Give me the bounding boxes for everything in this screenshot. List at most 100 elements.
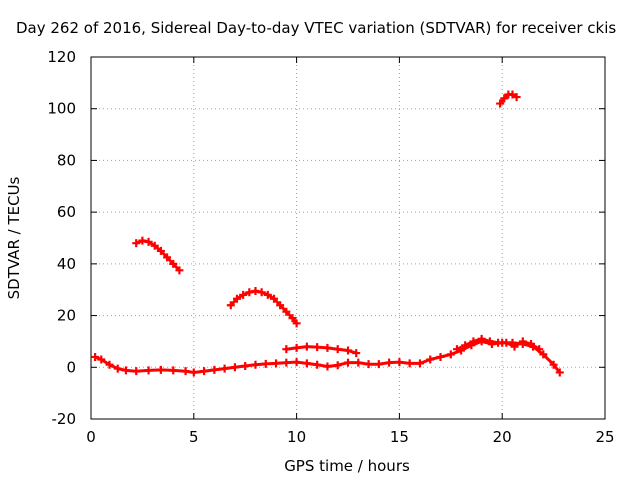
data-point bbox=[426, 355, 435, 364]
data-point bbox=[200, 367, 209, 376]
data-point bbox=[144, 237, 153, 246]
data-point bbox=[555, 368, 564, 377]
data-point bbox=[344, 358, 352, 367]
y-tick-label: -20 bbox=[52, 410, 77, 428]
data-point bbox=[251, 360, 260, 369]
data-point bbox=[232, 294, 241, 303]
data-point bbox=[415, 359, 424, 368]
x-axis-label: GPS time / hours bbox=[284, 457, 410, 475]
data-point bbox=[292, 319, 301, 328]
data-point bbox=[323, 343, 332, 352]
data-point bbox=[220, 364, 229, 373]
plot-frame bbox=[90, 56, 606, 420]
data-point bbox=[385, 358, 394, 367]
y-tick-label: 0 bbox=[66, 358, 76, 376]
data-point bbox=[132, 239, 141, 248]
data-point bbox=[510, 342, 519, 351]
data-point bbox=[261, 359, 270, 368]
series-arc-20-21h bbox=[496, 90, 521, 108]
data-point bbox=[352, 349, 361, 358]
data-point bbox=[113, 364, 122, 373]
data-point bbox=[163, 253, 172, 262]
data-point bbox=[230, 363, 239, 372]
data-point bbox=[508, 90, 517, 99]
data-point bbox=[452, 345, 461, 354]
data-point bbox=[263, 290, 272, 299]
data-point bbox=[245, 288, 254, 297]
data-point bbox=[333, 345, 342, 354]
y-tick-label: 120 bbox=[47, 48, 76, 66]
data-point bbox=[169, 366, 178, 375]
data-point bbox=[210, 365, 219, 374]
data-point bbox=[156, 365, 165, 374]
series-arc-7-10h bbox=[226, 287, 301, 328]
data-point bbox=[282, 358, 291, 367]
grid-layer bbox=[91, 57, 605, 419]
data-point bbox=[257, 288, 266, 297]
data-point bbox=[226, 301, 235, 310]
y-axis-label: SDTVAR / TECUs bbox=[5, 176, 23, 299]
x-tick-label: 25 bbox=[595, 428, 614, 446]
data-point bbox=[494, 338, 503, 347]
data-point bbox=[150, 241, 159, 250]
data-point bbox=[144, 366, 153, 375]
data-point bbox=[241, 361, 250, 370]
data-point bbox=[302, 359, 311, 368]
data-point bbox=[446, 350, 455, 359]
data-point bbox=[282, 307, 291, 316]
data-point bbox=[502, 338, 511, 347]
data-point bbox=[282, 345, 291, 354]
x-tick-label: 10 bbox=[287, 428, 306, 446]
data-point bbox=[138, 236, 147, 245]
data-point bbox=[105, 360, 114, 369]
data-point bbox=[91, 352, 100, 361]
data-point bbox=[374, 360, 383, 369]
data-point bbox=[405, 359, 414, 368]
data-point bbox=[333, 361, 342, 370]
data-point bbox=[189, 368, 198, 377]
y-tick-labels: -20 0 20 40 60 80 100 120 bbox=[47, 48, 76, 428]
data-point bbox=[477, 334, 486, 343]
data-point bbox=[288, 314, 297, 323]
data-point bbox=[539, 350, 548, 359]
data-point bbox=[97, 355, 106, 364]
y-tick-label: 80 bbox=[57, 151, 76, 169]
data-point bbox=[269, 294, 278, 303]
data-point bbox=[512, 93, 521, 102]
data-point bbox=[496, 99, 505, 108]
data-point bbox=[276, 301, 285, 310]
data-point bbox=[461, 341, 470, 350]
data-point bbox=[181, 367, 190, 376]
series-arc-2-4h bbox=[132, 236, 184, 275]
series-arc-10-13h bbox=[282, 342, 361, 358]
data-point bbox=[239, 290, 248, 299]
data-point bbox=[549, 360, 558, 369]
data-point bbox=[156, 246, 165, 255]
tick-layer bbox=[90, 56, 606, 420]
data-point bbox=[272, 359, 281, 368]
data-point bbox=[323, 362, 332, 371]
x-tick-labels: 0 5 10 15 20 25 bbox=[86, 428, 614, 446]
y-tick-label: 20 bbox=[57, 307, 76, 325]
data-point bbox=[500, 94, 509, 103]
data-point bbox=[313, 360, 322, 369]
data-point bbox=[251, 287, 260, 296]
data-point bbox=[526, 340, 535, 349]
data-point bbox=[313, 343, 322, 352]
data-point bbox=[436, 352, 445, 361]
y-tick-label: 100 bbox=[47, 100, 76, 118]
series-layer bbox=[91, 90, 564, 377]
data-point bbox=[169, 259, 178, 268]
data-point bbox=[175, 266, 184, 275]
data-point bbox=[292, 343, 301, 352]
data-point bbox=[344, 346, 352, 355]
y-tick-label: 40 bbox=[57, 255, 76, 273]
x-tick-label: 0 bbox=[86, 428, 96, 446]
data-point bbox=[535, 345, 544, 354]
chart-title: Day 262 of 2016, Sidereal Day-to-day VTE… bbox=[16, 19, 616, 37]
data-point bbox=[292, 358, 301, 367]
x-tick-label: 5 bbox=[189, 428, 199, 446]
data-point bbox=[302, 342, 311, 351]
data-point bbox=[132, 367, 141, 376]
